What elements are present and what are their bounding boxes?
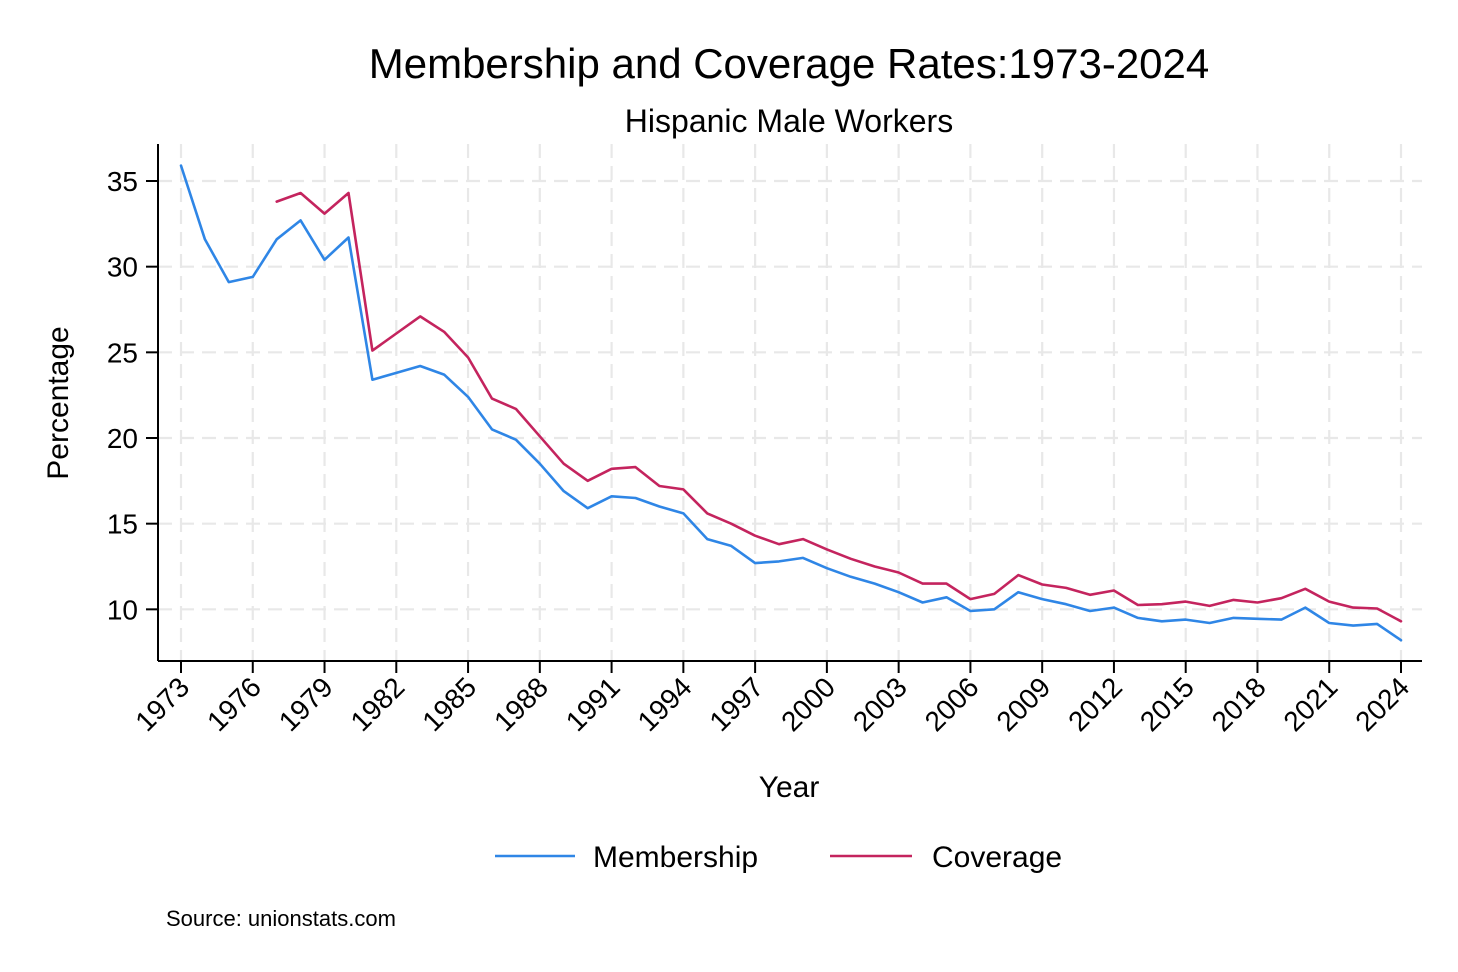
x-tick-label-1979: 1979: [273, 671, 339, 737]
x-tick-label-1976: 1976: [201, 671, 267, 737]
legend-label-coverage: Coverage: [932, 841, 1062, 874]
x-tick-label-2021: 2021: [1278, 671, 1344, 737]
x-tick-label-2000: 2000: [775, 671, 841, 737]
y-tick-label-20: 20: [107, 423, 138, 454]
x-tick-label-1991: 1991: [560, 671, 626, 737]
x-tick-label-2012: 2012: [1062, 671, 1128, 737]
x-tick-label-1982: 1982: [345, 671, 411, 737]
grid: [158, 144, 1422, 661]
x-tick-label-1985: 1985: [416, 671, 482, 737]
series-line-coverage: [275, 191, 1403, 623]
axes: [157, 144, 1422, 662]
x-tick-label-1973: 1973: [129, 671, 195, 737]
series-lines: [179, 164, 1403, 642]
x-tick-label-2018: 2018: [1206, 671, 1272, 737]
legend: Membership Coverage: [495, 841, 1062, 874]
series-line-membership: [179, 164, 1403, 642]
x-tick-label-2024: 2024: [1349, 671, 1415, 737]
x-tick-label-2015: 2015: [1134, 671, 1200, 737]
x-tick-label-1988: 1988: [488, 671, 554, 737]
x-tick-label-2009: 2009: [990, 671, 1056, 737]
y-tick-label-15: 15: [107, 509, 138, 540]
source-note: Source: unionstats.com: [166, 906, 396, 931]
y-tick-label-10: 10: [107, 594, 138, 625]
y-tick-label-25: 25: [107, 337, 138, 368]
chart-title: Membership and Coverage Rates:1973-2024: [369, 40, 1210, 87]
x-ticks: 1973 1976 1979 1982 1985 1988 1991 1994 1997 2000…: [129, 661, 1415, 737]
x-tick-label-1994: 1994: [632, 671, 698, 737]
x-axis-title: Year: [759, 771, 820, 804]
y-axis-title: Percentage: [42, 326, 75, 479]
legend-label-membership: Membership: [593, 841, 758, 874]
chart-subtitle: Hispanic Male Workers: [625, 103, 953, 139]
y-ticks: 10 15 20 25 30 35: [107, 166, 158, 625]
x-tick-label-2006: 2006: [919, 671, 985, 737]
x-tick-label-2003: 2003: [847, 671, 913, 737]
y-tick-label-30: 30: [107, 252, 138, 283]
y-tick-label-35: 35: [107, 166, 138, 197]
x-tick-label-1997: 1997: [703, 671, 769, 737]
